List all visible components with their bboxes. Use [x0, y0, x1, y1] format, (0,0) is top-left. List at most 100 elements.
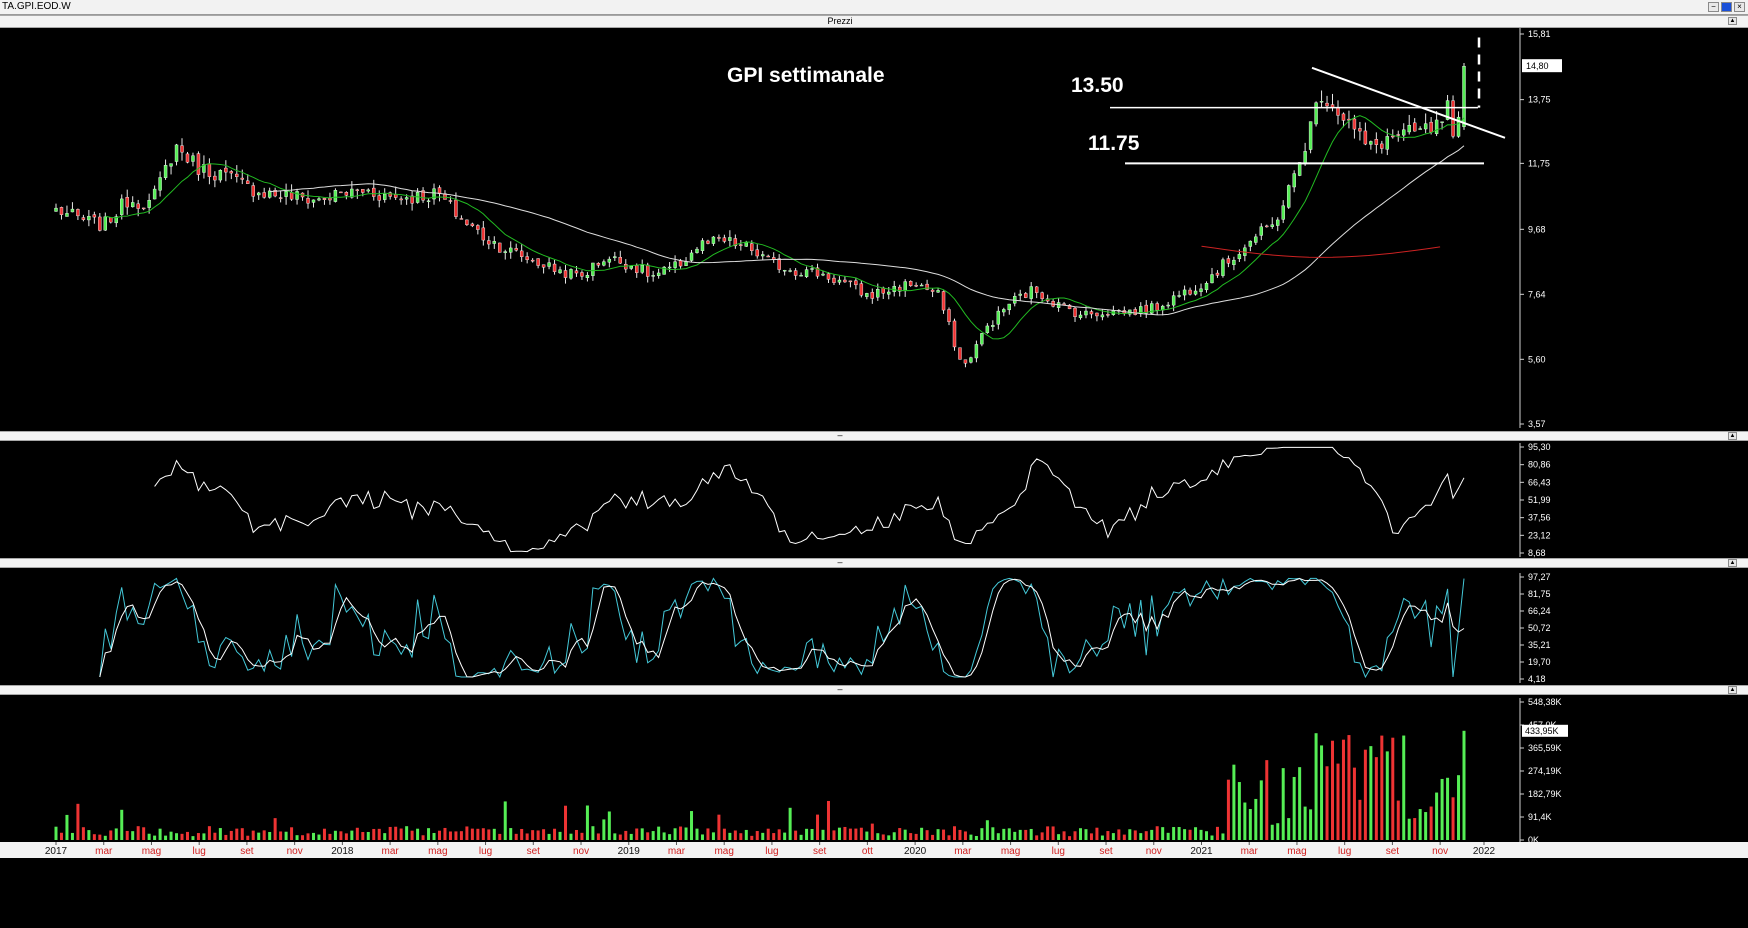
volume-bar: [722, 828, 726, 840]
candle: [1451, 100, 1455, 137]
volume-bar: [618, 834, 622, 840]
candle: [399, 198, 403, 201]
candle: [432, 188, 436, 200]
candle: [114, 216, 118, 224]
moving-average-short: [105, 115, 1465, 340]
candle: [980, 333, 984, 345]
candle: [761, 254, 765, 257]
candle: [706, 240, 710, 244]
candle: [191, 155, 195, 162]
volume-bar: [372, 828, 376, 840]
candle: [744, 242, 749, 247]
volume-bar: [76, 803, 80, 840]
y-tick-label: 3,57: [1528, 419, 1546, 429]
x-tick-label: 2018: [331, 846, 354, 857]
candle: [936, 290, 940, 293]
volume-bar: [920, 827, 924, 840]
volume-bar: [377, 828, 381, 840]
candle: [837, 279, 842, 283]
candle: [1374, 139, 1379, 145]
stochastic-panel-header[interactable]: – ▲: [0, 558, 1748, 568]
volume-bar: [1254, 798, 1258, 840]
volume-bar: [92, 834, 96, 840]
panel-collapse-icon[interactable]: ▲: [1728, 17, 1737, 25]
volume-bar: [109, 830, 113, 840]
candle: [580, 272, 584, 277]
candle: [174, 144, 179, 162]
price-panel-header[interactable]: Prezzi ▲: [0, 15, 1748, 28]
candle: [180, 145, 184, 153]
volume-bar: [1402, 735, 1406, 840]
candle: [1073, 307, 1077, 318]
indicator1-panel-header[interactable]: – ▲: [0, 431, 1748, 441]
volume-bar: [333, 830, 337, 840]
volume-bar: [547, 833, 551, 840]
candle: [695, 248, 699, 253]
volume-bar: [169, 831, 173, 840]
y-tick-label: 11,75: [1528, 158, 1550, 168]
close-button[interactable]: ×: [1734, 2, 1745, 12]
volume-bar: [1462, 730, 1466, 840]
candle: [963, 359, 968, 364]
panel-divider-handle[interactable]: –: [837, 684, 843, 694]
volume-bar: [668, 834, 672, 840]
volume-bar: [898, 828, 902, 840]
volume-bar: [591, 826, 595, 840]
volume-bar: [558, 831, 562, 840]
volume-bar: [1276, 823, 1280, 840]
x-tick-label: lug: [1338, 846, 1351, 857]
x-tick-label: mar: [381, 846, 399, 857]
candle: [1002, 309, 1006, 313]
volume-bar: [257, 832, 261, 840]
candle: [585, 275, 590, 279]
minimize-button[interactable]: −: [1708, 2, 1719, 12]
volume-bar: [1062, 831, 1066, 840]
candle: [92, 214, 97, 218]
volume-bar: [657, 826, 661, 840]
volume-bar: [1347, 735, 1351, 840]
candle: [152, 188, 157, 200]
panel-divider-handle[interactable]: –: [837, 430, 843, 440]
volume-bar: [1281, 768, 1285, 840]
volume-panel-header[interactable]: – ▲: [0, 685, 1748, 695]
candle: [1188, 289, 1192, 295]
candle: [793, 270, 798, 276]
panel-collapse-icon[interactable]: ▲: [1728, 686, 1737, 694]
candle: [1402, 129, 1406, 136]
volume-bar: [876, 833, 880, 840]
volume-bar: [503, 801, 507, 840]
candle: [306, 198, 310, 204]
candle: [246, 180, 250, 184]
panel-divider-handle[interactable]: –: [837, 557, 843, 567]
candle: [224, 167, 228, 173]
volume-bar: [268, 831, 272, 840]
candle: [755, 249, 759, 257]
candle: [991, 325, 995, 327]
y-tick-label: 37,56: [1528, 513, 1551, 523]
candle: [1056, 302, 1061, 308]
candle: [366, 189, 370, 192]
y-tick-label: 5,60: [1528, 354, 1546, 364]
volume-bar: [887, 835, 891, 840]
candle: [1314, 102, 1318, 125]
maximize-button[interactable]: [1721, 2, 1732, 12]
candle: [404, 197, 409, 200]
candle: [1199, 288, 1203, 292]
volume-bar: [1046, 826, 1050, 840]
candle: [1122, 310, 1127, 314]
candle: [1226, 258, 1231, 264]
candle: [771, 257, 776, 260]
volume-bar: [301, 835, 305, 840]
candle: [1445, 100, 1450, 120]
volume-bar: [1292, 776, 1296, 840]
panel-collapse-icon[interactable]: ▲: [1728, 559, 1737, 567]
candle: [1358, 128, 1362, 132]
volume-bar: [1150, 829, 1154, 840]
candle: [1040, 292, 1044, 299]
candle: [766, 255, 770, 258]
volume-bar: [525, 833, 529, 840]
panel-collapse-icon[interactable]: ▲: [1728, 432, 1737, 440]
candle: [1106, 314, 1110, 316]
candle: [848, 280, 853, 283]
